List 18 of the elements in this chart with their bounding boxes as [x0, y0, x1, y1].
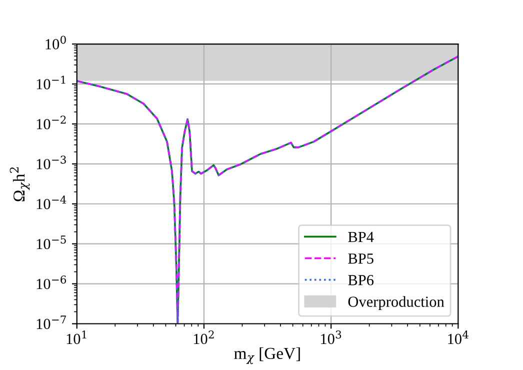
y-tick-label: 10$^{0}$	[46, 36, 66, 50]
y-tick-label: 10$^{−2}$	[36, 116, 66, 130]
legend-label: BP4	[348, 232, 374, 242]
legend-label: BP5	[348, 254, 374, 264]
y-tick-label: 10$^{−7}$	[36, 316, 66, 330]
y-tick-label: 10$^{−5}$	[36, 236, 66, 250]
x-axis-title: m$_{χ}$ [GeV]	[234, 347, 300, 364]
y-axis-title: Ω$_{χ}$h$^{2}$	[10, 167, 30, 202]
x-tick-label: 10$^{1}$	[66, 330, 86, 344]
y-tick-label: 10$^{−1}$	[36, 76, 66, 90]
y-tick-label: 10$^{−3}$	[36, 156, 66, 170]
legend-label: BP6	[348, 275, 374, 286]
y-tick-label: 10$^{−6}$	[36, 275, 66, 290]
legend-label: Overproduction	[348, 296, 444, 310]
x-tick-label: 10$^{2}$	[194, 330, 214, 344]
x-tick-label: 10$^{4}$	[448, 330, 468, 344]
y-tick-label: 10$^{−4}$	[36, 196, 66, 210]
x-tick-label: 10$^{3}$	[321, 330, 342, 344]
